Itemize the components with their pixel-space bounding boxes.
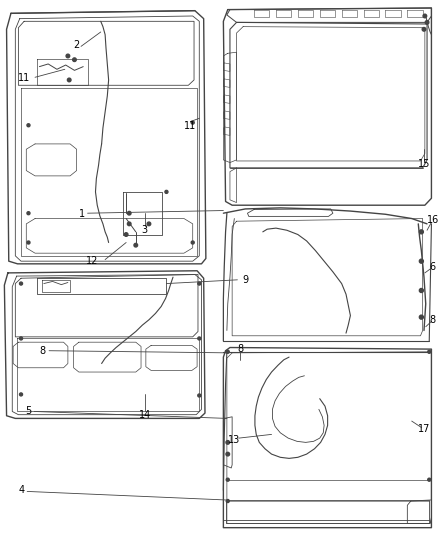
Text: 17: 17 (418, 424, 430, 434)
Text: 13: 13 (228, 435, 240, 445)
Circle shape (198, 282, 201, 285)
Circle shape (419, 288, 424, 293)
Circle shape (419, 315, 424, 319)
Circle shape (191, 121, 194, 124)
Text: 6: 6 (430, 262, 436, 271)
Text: 11: 11 (184, 122, 197, 131)
Text: 8: 8 (40, 346, 46, 356)
Circle shape (66, 54, 70, 58)
Circle shape (226, 499, 229, 503)
Circle shape (428, 478, 431, 481)
Circle shape (127, 222, 131, 225)
Circle shape (67, 78, 71, 82)
Circle shape (428, 350, 431, 353)
Circle shape (73, 58, 76, 61)
Circle shape (419, 259, 424, 263)
Text: 16: 16 (427, 215, 438, 224)
Text: 11: 11 (18, 74, 30, 83)
Text: 14: 14 (139, 410, 152, 419)
Circle shape (27, 241, 30, 244)
Circle shape (198, 337, 201, 340)
Text: 8: 8 (237, 344, 243, 354)
Text: 2: 2 (74, 41, 80, 50)
Circle shape (226, 453, 230, 456)
Circle shape (422, 28, 426, 31)
Circle shape (20, 282, 22, 285)
Circle shape (423, 14, 427, 18)
Text: 1: 1 (79, 209, 85, 219)
Text: 8: 8 (430, 315, 436, 325)
Text: 12: 12 (86, 256, 98, 265)
Text: 15: 15 (418, 159, 430, 168)
Circle shape (165, 190, 168, 193)
Circle shape (20, 393, 22, 396)
Circle shape (425, 21, 429, 24)
Text: 5: 5 (25, 407, 32, 416)
Text: 4: 4 (19, 486, 25, 495)
Text: 3: 3 (141, 225, 148, 235)
Circle shape (191, 241, 194, 244)
Circle shape (226, 441, 230, 444)
Circle shape (226, 478, 229, 481)
Circle shape (147, 222, 151, 225)
Text: 9: 9 (242, 275, 248, 285)
Circle shape (127, 212, 131, 215)
Circle shape (134, 244, 138, 247)
Circle shape (27, 124, 30, 127)
Circle shape (27, 212, 30, 215)
Circle shape (20, 337, 22, 340)
Circle shape (124, 233, 128, 236)
Circle shape (198, 394, 201, 397)
Circle shape (226, 350, 229, 353)
Circle shape (419, 230, 424, 234)
